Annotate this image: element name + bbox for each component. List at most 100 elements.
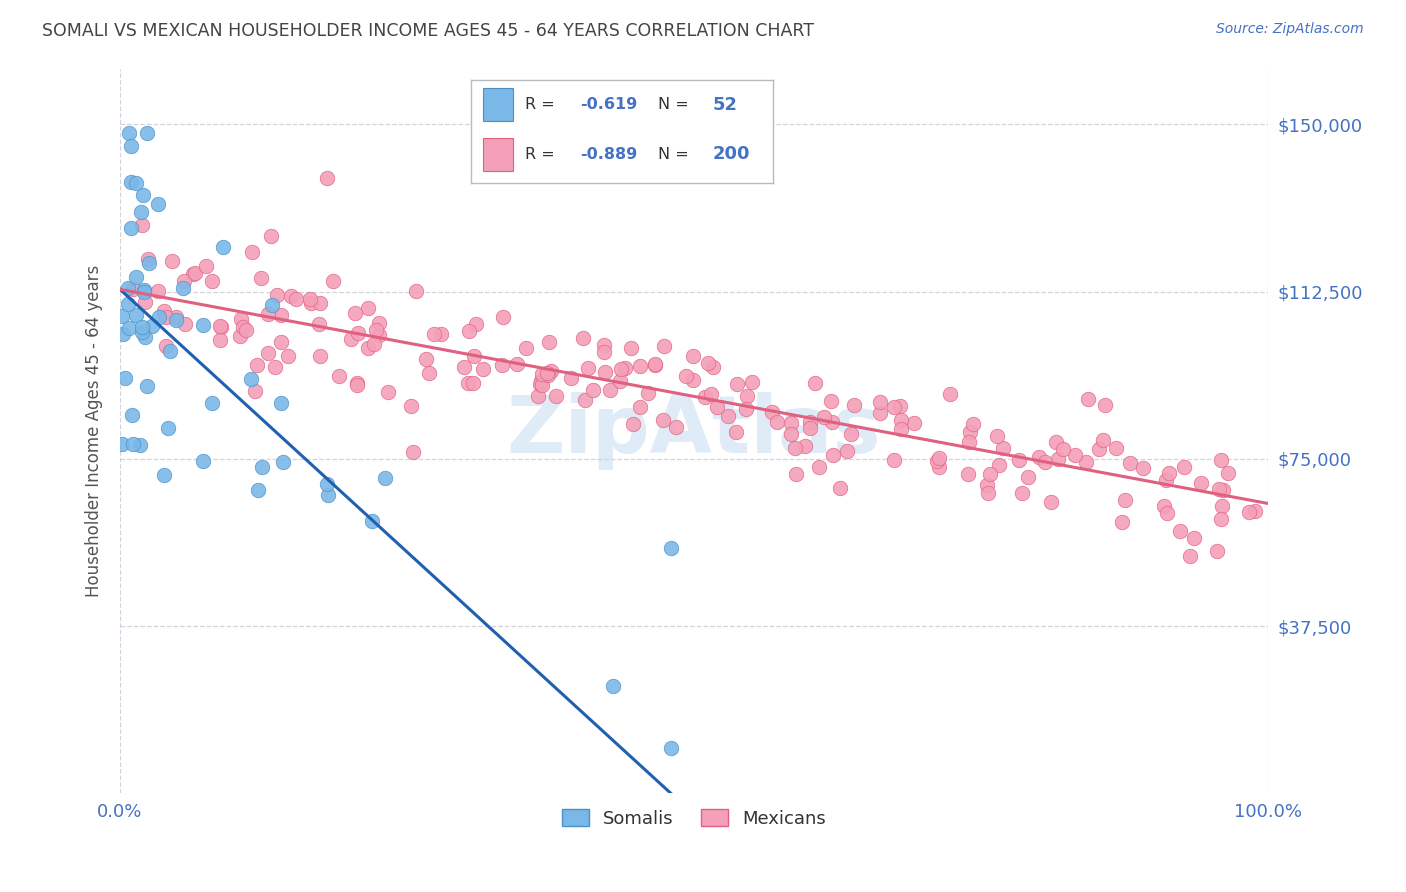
- Point: [697, 356, 720, 370]
- Point: [956, 467, 979, 481]
- Point: [260, 229, 283, 244]
- Point: [491, 310, 513, 324]
- Point: [346, 378, 368, 392]
- Point: [122, 437, 145, 451]
- Point: [962, 417, 984, 431]
- Point: [120, 220, 142, 235]
- Point: [1211, 512, 1233, 526]
- Point: [621, 417, 644, 431]
- Point: [122, 282, 145, 296]
- Point: [232, 320, 254, 334]
- Point: [228, 329, 250, 343]
- Point: [652, 339, 675, 353]
- Point: [574, 392, 596, 407]
- Point: [401, 399, 423, 413]
- Point: [231, 312, 253, 326]
- Point: [1119, 456, 1142, 470]
- Point: [659, 541, 682, 555]
- Point: [1208, 482, 1230, 496]
- Point: [141, 319, 163, 334]
- Point: [270, 308, 292, 322]
- Point: [463, 349, 485, 363]
- Point: [538, 334, 561, 349]
- Point: [134, 329, 156, 343]
- Point: [209, 319, 232, 334]
- Point: [174, 317, 197, 331]
- Point: [155, 310, 177, 325]
- Point: [530, 368, 553, 382]
- Point: [702, 360, 724, 375]
- Point: [700, 387, 723, 401]
- Point: [1028, 450, 1050, 464]
- Point: [120, 175, 142, 189]
- Point: [938, 387, 960, 401]
- Point: [368, 327, 391, 342]
- Point: [453, 359, 475, 374]
- Point: [844, 398, 866, 412]
- Point: [159, 343, 181, 358]
- Point: [363, 337, 385, 351]
- Point: [280, 289, 302, 303]
- Point: [194, 260, 217, 274]
- Point: [1111, 515, 1133, 529]
- Text: R =: R =: [526, 146, 561, 161]
- Text: N =: N =: [658, 146, 695, 161]
- Point: [839, 427, 862, 442]
- Text: -0.619: -0.619: [579, 97, 637, 112]
- Point: [138, 256, 160, 270]
- Point: [1212, 483, 1234, 498]
- Point: [235, 323, 257, 337]
- Point: [706, 400, 728, 414]
- Point: [423, 326, 446, 341]
- Point: [959, 425, 981, 439]
- Point: [128, 437, 150, 451]
- Point: [592, 337, 614, 351]
- Legend: Somalis, Mexicans: Somalis, Mexicans: [554, 802, 834, 835]
- Point: [1189, 475, 1212, 490]
- Point: [212, 240, 235, 254]
- Point: [613, 360, 636, 375]
- Point: [457, 376, 479, 390]
- Point: [461, 376, 484, 390]
- Point: [131, 319, 153, 334]
- Point: [527, 389, 550, 403]
- Point: [401, 445, 423, 459]
- Point: [593, 345, 616, 359]
- Point: [367, 317, 389, 331]
- Point: [309, 295, 332, 310]
- Text: ZipAtlas: ZipAtlas: [506, 392, 882, 470]
- Point: [821, 448, 844, 462]
- Point: [415, 352, 437, 367]
- Point: [347, 326, 370, 341]
- Point: [246, 358, 269, 372]
- Bar: [484, 137, 513, 170]
- Point: [191, 453, 214, 467]
- Point: [610, 362, 633, 376]
- Point: [121, 408, 143, 422]
- Point: [628, 400, 651, 414]
- Point: [1011, 485, 1033, 500]
- Point: [546, 389, 568, 403]
- Point: [1008, 452, 1031, 467]
- Point: [118, 321, 141, 335]
- Point: [506, 357, 529, 371]
- Point: [1209, 453, 1232, 467]
- Point: [799, 421, 821, 435]
- Point: [582, 383, 605, 397]
- Point: [377, 384, 399, 399]
- Point: [1039, 495, 1062, 509]
- Point: [536, 368, 558, 382]
- Point: [270, 396, 292, 410]
- Point: [125, 176, 148, 190]
- Point: [266, 288, 288, 302]
- Point: [1047, 451, 1070, 466]
- Point: [270, 334, 292, 349]
- Point: [201, 274, 224, 288]
- Point: [308, 317, 330, 331]
- Point: [129, 205, 152, 219]
- Point: [184, 266, 207, 280]
- Point: [783, 441, 806, 455]
- Point: [209, 320, 232, 334]
- Point: [191, 318, 214, 332]
- Point: [976, 478, 998, 492]
